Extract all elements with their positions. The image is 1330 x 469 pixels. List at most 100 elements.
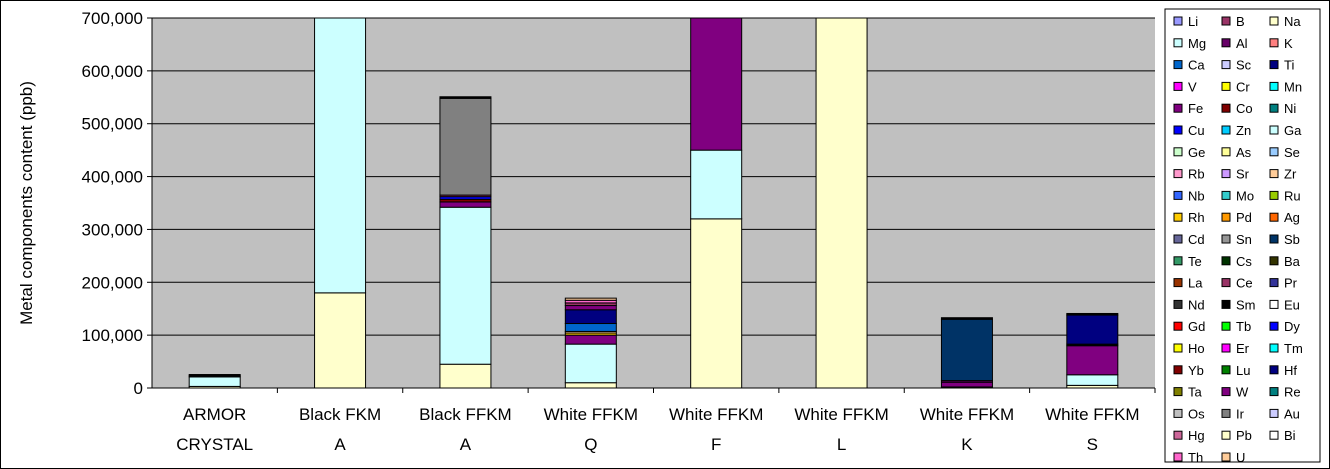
y-tick-label: 500,000 [82, 115, 143, 134]
legend-label: Rb [1188, 167, 1205, 182]
legend-swatch [1173, 147, 1183, 157]
bar-segment-fe [1066, 345, 1119, 376]
bar-segment-sm [188, 374, 241, 377]
legend-label: Ge [1188, 145, 1205, 160]
legend-swatch [1269, 212, 1279, 222]
legend-label: As [1236, 145, 1252, 160]
legend-swatch [1269, 408, 1279, 418]
legend-label: V [1188, 79, 1197, 94]
x-category-label: F [711, 435, 721, 454]
legend-swatch [1221, 343, 1231, 353]
legend-label: Yb [1188, 363, 1204, 378]
legend-label: Ga [1284, 123, 1302, 138]
legend-label: Ho [1188, 341, 1205, 356]
y-axis-ticks: 0 100,000 200,000 300,000 400,000 500,000 600,… [82, 9, 152, 398]
bar-segment-na [690, 218, 743, 389]
x-category-label: White FFKM [794, 405, 888, 424]
x-category-label: White FFKM [544, 405, 638, 424]
plot-area [152, 18, 1155, 388]
legend-swatch [1221, 125, 1231, 135]
legend-swatch [1173, 81, 1183, 91]
bar-segment-mg [1066, 374, 1119, 386]
legend-label: Nd [1188, 297, 1205, 312]
legend-swatch [1173, 321, 1183, 331]
legend-label: Ta [1188, 385, 1203, 400]
legend-swatch [1173, 125, 1183, 135]
legend-swatch [1221, 299, 1231, 309]
legend-swatch [1269, 343, 1279, 353]
legend-label: Ni [1284, 101, 1296, 116]
legend-label: Sn [1236, 232, 1252, 247]
y-tick-label: 400,000 [82, 168, 143, 187]
legend-label: Tb [1236, 319, 1251, 334]
bar-segment-sm [940, 317, 993, 320]
legend-swatch [1269, 169, 1279, 179]
x-category-label: Black FKM [299, 405, 381, 424]
legend-label: Dy [1284, 319, 1300, 334]
legend-swatch [1269, 16, 1279, 26]
legend-label: Sb [1284, 232, 1300, 247]
bar-segment-sm [439, 96, 492, 99]
legend-label: La [1188, 276, 1203, 291]
legend-label: Bi [1284, 428, 1296, 443]
legend-swatch [1221, 190, 1231, 200]
legend-swatch [1173, 408, 1183, 418]
bar-segment-mg [564, 343, 617, 384]
legend-label: Mo [1236, 188, 1254, 203]
legend-swatch [1221, 169, 1231, 179]
legend: Li B Na Mg Al K Ca Sc Ti V Cr Mn Fe Co Ni Cu Zn Ga Ge As Se R… [1164, 8, 1321, 465]
bars [188, 17, 1119, 389]
bar-segment-na [439, 363, 492, 389]
legend-swatch [1173, 16, 1183, 26]
legend-label: Eu [1284, 297, 1300, 312]
legend-swatch [1221, 256, 1231, 266]
legend-swatch [1221, 38, 1231, 48]
legend-swatch [1269, 387, 1279, 397]
legend-label: Er [1236, 341, 1250, 356]
x-category-label: Q [584, 435, 597, 454]
legend-swatch [1269, 365, 1279, 375]
x-category-label: ARMOR [183, 405, 246, 424]
legend-label: Rh [1188, 210, 1205, 225]
legend-label: Na [1284, 14, 1301, 29]
legend-label: Sc [1236, 58, 1252, 73]
legend-label: Co [1236, 101, 1253, 116]
x-category-label: White FFKM [920, 405, 1014, 424]
x-category-label: A [460, 435, 472, 454]
x-category-label: L [837, 435, 846, 454]
legend-label: Ba [1284, 254, 1301, 269]
bar-segment-na [314, 292, 367, 389]
bar-segment-zr [564, 297, 617, 301]
x-category-label: Black FFKM [419, 405, 512, 424]
legend-swatch [1221, 278, 1231, 288]
legend-label: Cu [1188, 123, 1205, 138]
legend-label: Te [1188, 254, 1202, 269]
legend-label: Se [1284, 145, 1300, 160]
legend-swatch [1173, 38, 1183, 48]
legend-label: Ca [1188, 58, 1205, 73]
legend-swatch [1269, 234, 1279, 244]
legend-swatch [1221, 60, 1231, 70]
legend-label: Li [1188, 14, 1198, 29]
legend-swatch [1269, 147, 1279, 157]
legend-swatch [1269, 321, 1279, 331]
legend-swatch [1269, 278, 1279, 288]
legend-swatch [1173, 234, 1183, 244]
y-axis-title: Metal components content (ppb) [17, 81, 36, 325]
legend-label: U [1236, 450, 1245, 465]
legend-label: Th [1188, 450, 1203, 465]
y-tick-label: 600,000 [82, 62, 143, 81]
legend-label: Gd [1188, 319, 1205, 334]
legend-label: Tm [1284, 341, 1303, 356]
legend-box [1164, 8, 1321, 463]
legend-label: Cr [1236, 79, 1250, 94]
legend-label: Ti [1284, 58, 1294, 73]
legend-swatch [1173, 387, 1183, 397]
bar-segment-ti [1066, 314, 1119, 345]
legend-swatch [1269, 81, 1279, 91]
legend-label: Ce [1236, 276, 1253, 291]
bar-segment-mg [188, 376, 241, 387]
legend-swatch [1221, 452, 1231, 462]
legend-label: Hg [1188, 428, 1205, 443]
legend-swatch [1221, 212, 1231, 222]
